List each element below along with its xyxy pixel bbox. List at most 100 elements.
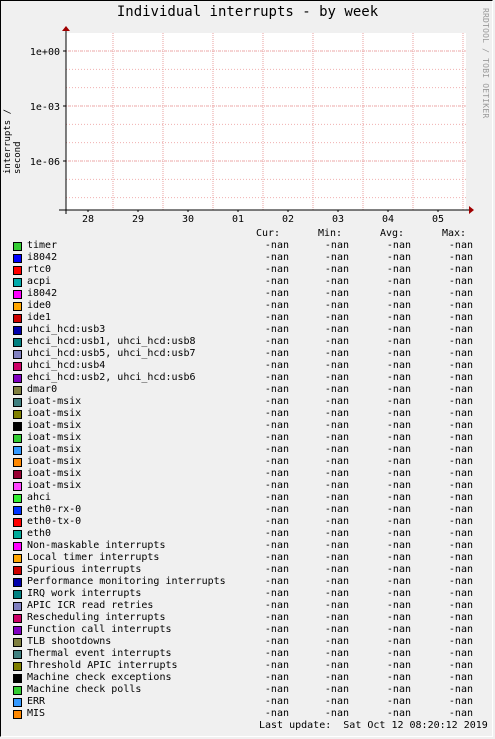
- legend-swatch: [13, 710, 22, 719]
- legend-label: ioat-msix: [27, 480, 82, 491]
- legend-value-min: -nan: [324, 372, 349, 383]
- legend-label: i8042: [27, 252, 58, 263]
- legend-value-cur: -nan: [264, 612, 289, 623]
- legend-swatch: [13, 242, 22, 251]
- legend-label: ioat-msix: [27, 468, 82, 479]
- legend-row: ioat-msix -nan -nan -nan -nan: [0, 432, 495, 444]
- legend-label: Non-maskable interrupts: [27, 540, 166, 551]
- legend-swatch: [13, 698, 22, 707]
- legend-value-cur: -nan: [264, 336, 289, 347]
- legend-value-cur: -nan: [264, 240, 289, 251]
- legend-label: i8042: [27, 288, 58, 299]
- legend-row: Function call interrupts -nan -nan -nan -nan: [0, 624, 495, 636]
- legend-value-avg: -nan: [386, 576, 411, 587]
- legend-value-cur: -nan: [264, 468, 289, 479]
- legend-value-min: -nan: [324, 684, 349, 695]
- legend-row: ioat-msix -nan -nan -nan -nan: [0, 444, 495, 456]
- legend-value-max: -nan: [448, 600, 473, 611]
- legend-value-min: -nan: [324, 696, 349, 707]
- legend-value-cur: -nan: [264, 420, 289, 431]
- legend-value-min: -nan: [324, 396, 349, 407]
- legend-value-min: -nan: [324, 300, 349, 311]
- legend-row: Rescheduling interrupts -nan -nan -nan -nan: [0, 612, 495, 624]
- legend-row: i8042 -nan -nan -nan -nan: [0, 288, 495, 300]
- legend-swatch: [13, 338, 22, 347]
- legend-value-max: -nan: [448, 444, 473, 455]
- legend-swatch: [13, 470, 22, 479]
- legend-header-cur: Cur:: [256, 228, 281, 239]
- legend-value-min: -nan: [324, 276, 349, 287]
- legend-value-avg: -nan: [386, 624, 411, 635]
- legend-value-avg: -nan: [386, 432, 411, 443]
- y-tick-label: 1e-03: [30, 102, 60, 113]
- legend-label: rtc0: [27, 264, 52, 275]
- legend-value-cur: -nan: [264, 696, 289, 707]
- legend-value-min: -nan: [324, 588, 349, 599]
- legend-value-max: -nan: [448, 288, 473, 299]
- x-tick-label: 30: [182, 214, 194, 225]
- legend-row: ioat-msix -nan -nan -nan -nan: [0, 408, 495, 420]
- legend-value-min: -nan: [324, 612, 349, 623]
- legend-label: Rescheduling interrupts: [27, 612, 166, 623]
- legend-swatch: [13, 314, 22, 323]
- legend-row: Non-maskable interrupts -nan -nan -nan -nan: [0, 540, 495, 552]
- legend-value-max: -nan: [448, 588, 473, 599]
- x-tick-label: 29: [132, 214, 144, 225]
- legend-value-max: -nan: [448, 396, 473, 407]
- legend-value-min: -nan: [324, 444, 349, 455]
- legend-swatch: [13, 650, 22, 659]
- legend-row: i8042 -nan -nan -nan -nan: [0, 252, 495, 264]
- legend-label: ehci_hcd:usb1, uhci_hcd:usb8: [27, 336, 196, 347]
- legend-value-avg: -nan: [386, 672, 411, 683]
- legend-value-max: -nan: [448, 408, 473, 419]
- legend-value-cur: -nan: [264, 276, 289, 287]
- legend-value-cur: -nan: [264, 672, 289, 683]
- legend-value-cur: -nan: [264, 432, 289, 443]
- legend-value-avg: -nan: [386, 564, 411, 575]
- y-tick-label: 1e-06: [30, 157, 60, 168]
- legend-value-min: -nan: [324, 324, 349, 335]
- legend-label: ioat-msix: [27, 396, 82, 407]
- legend-value-min: -nan: [324, 264, 349, 275]
- legend-value-cur: -nan: [264, 636, 289, 647]
- legend-value-avg: -nan: [386, 516, 411, 527]
- legend-value-cur: -nan: [264, 684, 289, 695]
- legend-value-avg: -nan: [386, 384, 411, 395]
- legend-value-min: -nan: [324, 360, 349, 371]
- legend-row: acpi -nan -nan -nan -nan: [0, 276, 495, 288]
- legend-swatch: [13, 482, 22, 491]
- legend-value-cur: -nan: [264, 660, 289, 671]
- legend-value-max: -nan: [448, 468, 473, 479]
- legend-value-avg: -nan: [386, 552, 411, 563]
- legend-value-max: -nan: [448, 552, 473, 563]
- legend-header-max: Max:: [442, 228, 467, 239]
- legend-value-min: -nan: [324, 420, 349, 431]
- legend-value-max: -nan: [448, 480, 473, 491]
- legend-swatch: [13, 674, 22, 683]
- legend-value-max: -nan: [448, 672, 473, 683]
- legend-value-avg: -nan: [386, 264, 411, 275]
- legend-value-min: -nan: [324, 528, 349, 539]
- legend-value-avg: -nan: [386, 372, 411, 383]
- legend-value-max: -nan: [448, 456, 473, 467]
- legend-row: IRQ work interrupts -nan -nan -nan -nan: [0, 588, 495, 600]
- legend-label: Thermal event interrupts: [27, 648, 172, 659]
- legend-row: eth0-rx-0 -nan -nan -nan -nan: [0, 504, 495, 516]
- legend-value-cur: -nan: [264, 360, 289, 371]
- legend-value-min: -nan: [324, 384, 349, 395]
- legend-value-avg: -nan: [386, 600, 411, 611]
- legend-swatch: [13, 518, 22, 527]
- legend-label: Spurious interrupts: [27, 564, 142, 575]
- last-update: Last update: Sat Oct 12 08:20:12 2019: [259, 720, 488, 731]
- legend-swatch: [13, 506, 22, 515]
- legend-value-avg: -nan: [386, 504, 411, 515]
- legend-swatch: [13, 566, 22, 575]
- legend-label: uhci_hcd:usb3: [27, 324, 106, 335]
- legend-value-max: -nan: [448, 360, 473, 371]
- legend-value-avg: -nan: [386, 240, 411, 251]
- legend-value-cur: -nan: [264, 648, 289, 659]
- legend-label: Performance monitoring interrupts: [27, 576, 226, 587]
- legend-row: dmar0 -nan -nan -nan -nan: [0, 384, 495, 396]
- legend-swatch: [13, 662, 22, 671]
